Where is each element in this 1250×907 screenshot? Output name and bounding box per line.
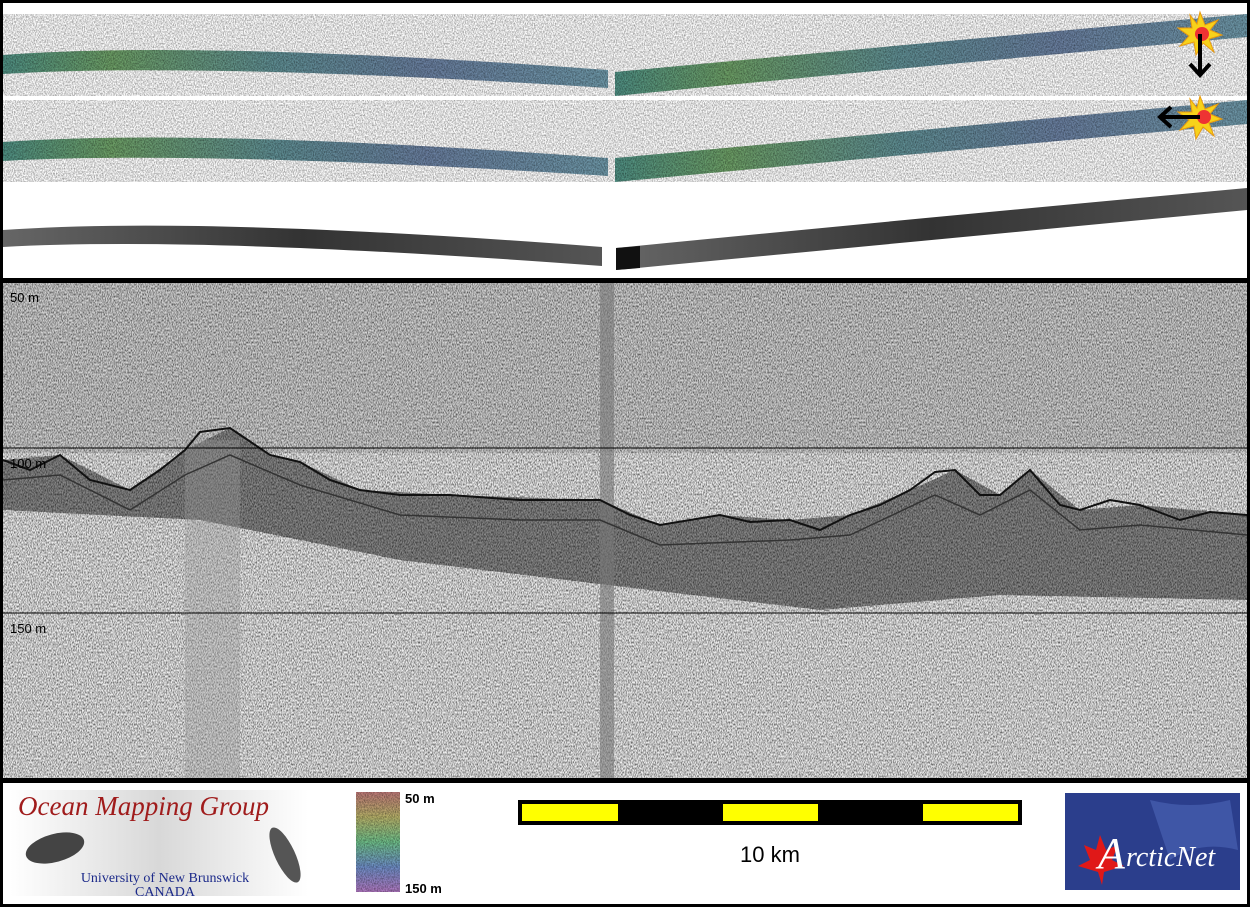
arcticnet-logo: A rcticNet (1065, 793, 1240, 890)
logo-title: Ocean Mapping Group (18, 791, 269, 821)
colorbar-label: 150 m (405, 881, 442, 896)
profile-panel: 50 m 100 m 150 m (3, 283, 1247, 778)
colorbar-label: 50 m (405, 791, 435, 806)
scale-label: 10 km (740, 842, 800, 867)
logo-name: rcticNet (1126, 842, 1216, 873)
swath-strip (3, 188, 1247, 270)
depth-label: 100 m (10, 456, 46, 471)
scale-bar: 10 km (518, 800, 1022, 867)
logo-initial: A (1095, 829, 1126, 878)
depth-label: 50 m (10, 290, 39, 305)
depth-label: 150 m (10, 621, 46, 636)
logo-university: University of New Brunswick (81, 871, 249, 886)
ocean-mapping-logo: Ocean Mapping Group University of New Br… (10, 790, 308, 900)
logo-country: CANADA (135, 885, 196, 900)
colorbar: 50 m 150 m (356, 791, 442, 896)
swath-strip (3, 100, 1247, 182)
position-marker (1157, 10, 1224, 141)
swath-strip (3, 14, 1247, 96)
